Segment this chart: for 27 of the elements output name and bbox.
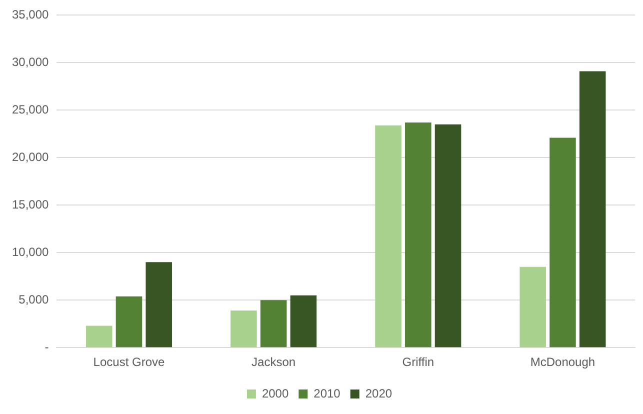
bar: [146, 262, 172, 348]
x-tick-label: Locust Grove: [93, 355, 165, 370]
bar: [260, 300, 287, 348]
x-tick-label: Griffin: [402, 355, 434, 370]
y-tick-label: -: [44, 340, 49, 354]
y-tick-label: 15,000: [12, 197, 50, 212]
bar: [434, 124, 462, 348]
bar: [290, 295, 317, 348]
bar: [579, 71, 606, 348]
bar: [550, 138, 576, 348]
y-tick-label: 10,000: [12, 244, 50, 259]
y-tick-label: 20,000: [12, 150, 50, 164]
y-tick-label: 25,000: [12, 102, 50, 116]
bar: [404, 122, 432, 348]
legend-label: 2000: [262, 386, 289, 400]
y-tick-label: 5,000: [18, 292, 50, 306]
x-tick-label: McDonough: [530, 355, 596, 370]
legend-label: 2010: [314, 386, 341, 400]
bar: [86, 326, 112, 348]
bar: [520, 266, 546, 348]
bar: [375, 125, 402, 348]
y-tick-label: 30,000: [12, 55, 50, 69]
bar: [230, 310, 257, 348]
legend-label: 2020: [365, 386, 392, 400]
y-tick-label: 35,000: [12, 8, 50, 22]
x-tick-label: Jackson: [252, 355, 296, 370]
bar: [116, 296, 142, 348]
